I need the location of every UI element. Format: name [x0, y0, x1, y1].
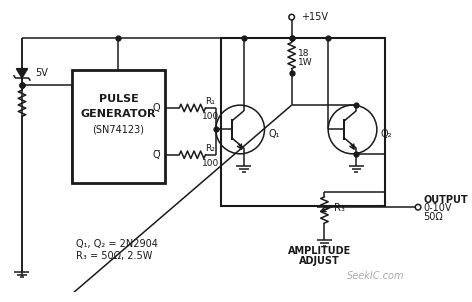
Text: OUTPUT: OUTPUT — [424, 195, 468, 205]
Text: +15V: +15V — [301, 12, 328, 22]
Text: Q: Q — [152, 103, 160, 113]
Text: 100: 100 — [202, 159, 219, 168]
Text: 5V: 5V — [35, 68, 48, 78]
Text: SeekIC.com: SeekIC.com — [347, 271, 405, 281]
Text: 18: 18 — [298, 49, 310, 58]
Text: 100: 100 — [202, 112, 219, 121]
Bar — [221, 38, 385, 206]
Text: ADJUST: ADJUST — [299, 255, 340, 265]
Text: Q₁, Q₂ = 2N2904: Q₁, Q₂ = 2N2904 — [76, 239, 158, 249]
Text: 1W: 1W — [298, 59, 313, 67]
Text: Q₁: Q₁ — [268, 129, 280, 139]
Text: GENERATOR: GENERATOR — [81, 110, 156, 120]
Text: R₁: R₁ — [205, 97, 215, 106]
Text: R₃: R₃ — [334, 203, 345, 213]
Text: R₃ = 50Ω, 2.5W: R₃ = 50Ω, 2.5W — [76, 251, 152, 261]
Text: PULSE: PULSE — [99, 94, 138, 104]
Text: Q₂: Q₂ — [380, 129, 392, 139]
Text: AMPLITUDE: AMPLITUDE — [288, 246, 351, 256]
Text: Q̅: Q̅ — [152, 150, 160, 160]
Bar — [72, 70, 165, 183]
Text: (SN74123): (SN74123) — [93, 124, 144, 134]
Polygon shape — [17, 69, 27, 78]
Text: R₂: R₂ — [205, 144, 215, 153]
Text: 0-10V: 0-10V — [424, 203, 452, 213]
Text: 50Ω: 50Ω — [424, 211, 443, 222]
